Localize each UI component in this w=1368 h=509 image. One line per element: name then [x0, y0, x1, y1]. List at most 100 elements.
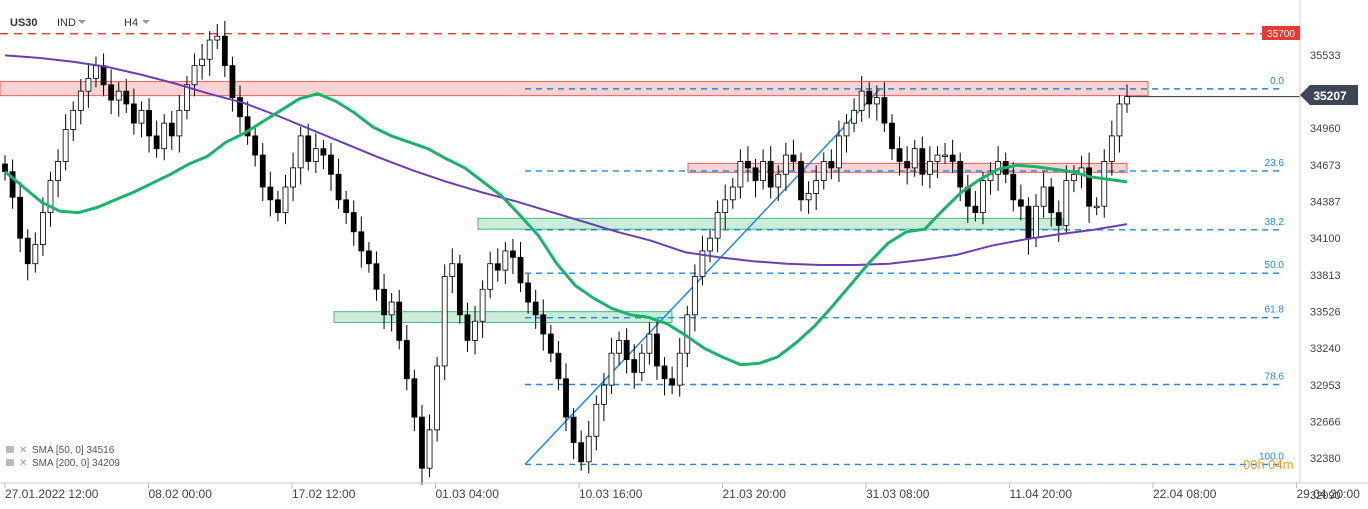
candle-body [214, 35, 221, 41]
candle-body [1063, 180, 1070, 226]
candle-body [722, 199, 729, 213]
candle-body [259, 154, 266, 188]
candle-body [517, 256, 524, 284]
candle-body [456, 263, 463, 316]
candle-body [9, 171, 16, 198]
candle-body [373, 263, 380, 290]
y-tick-label: 33526 [1310, 307, 1341, 319]
candle-body [267, 186, 274, 201]
x-tick-label: 17.02 12:00 [292, 487, 356, 501]
x-tick-label: 31.03 08:00 [866, 487, 930, 501]
candle-body [858, 90, 865, 111]
indicator-legend: ✕ SMA [50, 0] 34516 ✕ SMA [200, 0] 34209 [6, 445, 120, 469]
price-badges: 35700 35207 [1262, 26, 1358, 105]
candle-body [487, 263, 494, 290]
x-tick-label: 08.02 00:00 [149, 487, 213, 501]
y-tick-label: 34387 [1310, 196, 1341, 208]
candle-body [411, 378, 418, 418]
candle-body [365, 250, 372, 265]
candle-body [828, 161, 835, 169]
candle-body [146, 109, 152, 137]
sma50-settings-icon[interactable] [6, 446, 14, 453]
candle-body [100, 65, 107, 86]
y-tick-label: 33240 [1310, 343, 1341, 355]
candle-body [547, 333, 554, 354]
candle-body [782, 154, 789, 175]
candle-body [123, 90, 130, 105]
candle-body [676, 352, 683, 386]
candle-body [616, 340, 622, 354]
candle-body [570, 416, 577, 444]
symbol-label[interactable]: US30 [10, 17, 38, 29]
candle-body [275, 199, 281, 213]
candle-body [130, 103, 137, 124]
candle-body [426, 429, 433, 469]
candle-body [949, 154, 956, 162]
last-price-badge [1300, 85, 1358, 105]
candle-body [661, 365, 668, 380]
candle-body [335, 173, 342, 201]
candle-body [77, 90, 84, 111]
candle-body [434, 365, 441, 431]
candle-body [654, 333, 660, 367]
candle-body [305, 135, 312, 162]
sma50-remove-icon[interactable]: ✕ [19, 445, 27, 456]
candle-body [836, 135, 842, 169]
candle-body [47, 180, 54, 213]
candle-body [176, 109, 183, 137]
candle-body [441, 276, 448, 367]
candle-body [108, 84, 115, 101]
candle-body [24, 237, 31, 265]
candle-body [510, 250, 516, 258]
candle-body [1093, 205, 1100, 209]
sma50-line [4, 92, 1128, 367]
candle-body [714, 212, 721, 239]
candle-body [873, 97, 880, 105]
candle-body [55, 161, 61, 182]
sma200-line [4, 54, 1128, 266]
sma50-legend: SMA [50, 0] 34516 [32, 445, 115, 456]
candle-body [85, 77, 92, 92]
fib-label: 61.8 [1265, 305, 1285, 316]
candle-body [896, 148, 903, 162]
candle-body [206, 39, 213, 60]
y-tick-label: 35533 [1310, 50, 1341, 62]
chart-header: US30 IND H4 [10, 17, 150, 29]
candle-body [32, 244, 39, 265]
candle-body [191, 65, 198, 86]
fib-label: 0.0 [1270, 76, 1284, 87]
candle-body [1010, 173, 1017, 201]
fib-label: 50.0 [1265, 260, 1285, 271]
resistance-badge-text: 35700 [1267, 29, 1295, 40]
candle-body [343, 199, 350, 213]
timeframe-label[interactable]: H4 [124, 17, 138, 29]
candle-body [1048, 186, 1055, 213]
candle-body [851, 109, 857, 124]
candle-body [168, 122, 175, 137]
candle-body [699, 250, 706, 277]
timeframe-dropdown-icon[interactable] [142, 20, 150, 24]
candle-body [813, 180, 820, 194]
sma200-remove-icon[interactable]: ✕ [19, 458, 27, 469]
candle-body [631, 359, 638, 373]
market-label: IND [57, 17, 76, 29]
x-tick-label: 11.04 20:00 [1010, 487, 1073, 501]
candle-body [464, 314, 471, 341]
candle-body [866, 90, 873, 105]
symbol-dropdown-icon[interactable] [78, 20, 86, 24]
candle-body [153, 135, 160, 150]
candle-body [691, 276, 698, 316]
candle-body [601, 384, 607, 405]
candle-body [2, 163, 8, 173]
y-tick-label: 34960 [1310, 123, 1341, 135]
moving-averages [4, 54, 1128, 367]
candle-body [904, 161, 911, 169]
candle-body [1116, 103, 1123, 137]
candle-body [638, 352, 645, 373]
candle-body [161, 122, 168, 150]
candle-body [1071, 173, 1077, 182]
candle-body [729, 186, 736, 201]
sma200-settings-icon[interactable] [6, 459, 14, 466]
candle-body [942, 154, 948, 157]
